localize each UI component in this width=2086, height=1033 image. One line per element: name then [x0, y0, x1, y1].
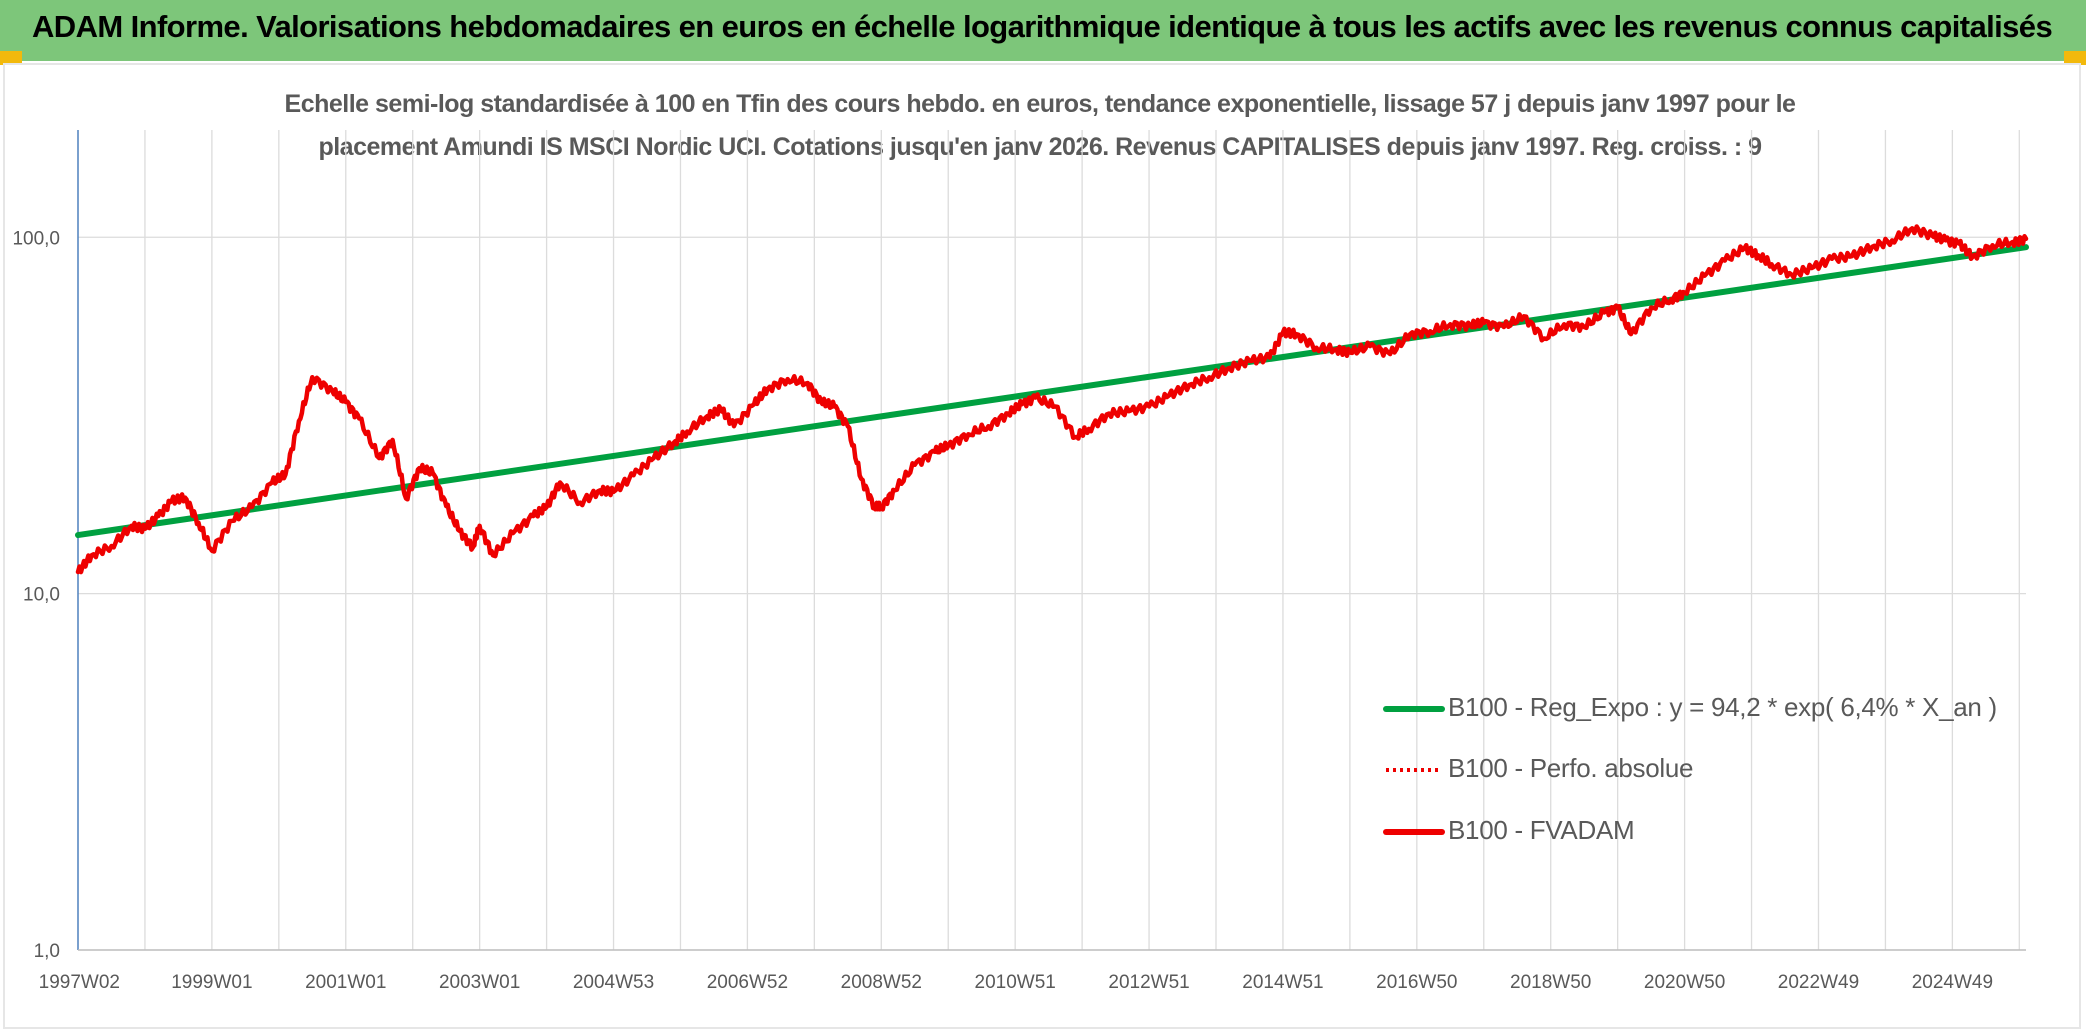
x-tick-label: 2018W50 [1510, 972, 1591, 993]
x-tick-label: 2014W51 [1242, 972, 1323, 993]
x-tick-label: 2024W49 [1912, 972, 1993, 993]
y-tick-label: 100,0 [12, 228, 60, 249]
x-tick-label: 2001W01 [305, 972, 386, 993]
corner-accent-right [2064, 51, 2086, 65]
y-tick-label: 10,0 [23, 585, 60, 606]
chart-title-line2: placement Amundi IS MSCI Nordic UCI. Cot… [318, 133, 1762, 161]
x-tick-label: 2016W50 [1376, 972, 1457, 993]
chart-frame [3, 63, 2081, 1029]
page-title: ADAM Informe. Valorisations hebdomadaire… [32, 9, 2053, 44]
x-tick-label: 2020W50 [1644, 972, 1725, 993]
x-tick-label: 2008W52 [841, 972, 922, 993]
x-tick-label: 2004W53 [573, 972, 654, 993]
series-line-fvadam [75, 224, 2029, 575]
series-line-regression [75, 244, 2029, 539]
legend-label-regression: B100 - Reg_Expo : y = 94,2 * exp( 6,4% *… [1448, 692, 1997, 722]
header-banner: ADAM Informe. Valorisations hebdomadaire… [0, 0, 2086, 61]
x-tick-label: 2006W52 [707, 972, 788, 993]
corner-accent-left [0, 51, 22, 65]
y-tick-label: 1,0 [34, 941, 60, 962]
x-tick-label: 2012W51 [1108, 972, 1189, 993]
x-tick-label: 2010W51 [975, 972, 1056, 993]
x-tick-label: 1999W01 [171, 972, 252, 993]
x-tick-label: 2022W49 [1778, 972, 1859, 993]
legend-label-perfo: B100 - Perfo. absolue [1448, 753, 1694, 783]
x-tick-label: 2003W01 [439, 972, 520, 993]
x-tick-label: 1997W02 [39, 972, 120, 993]
legend-label-fvadam: B100 - FVADAM [1448, 815, 1635, 845]
chart-title-line1: Echelle semi-log standardisée à 100 en T… [284, 90, 1796, 118]
